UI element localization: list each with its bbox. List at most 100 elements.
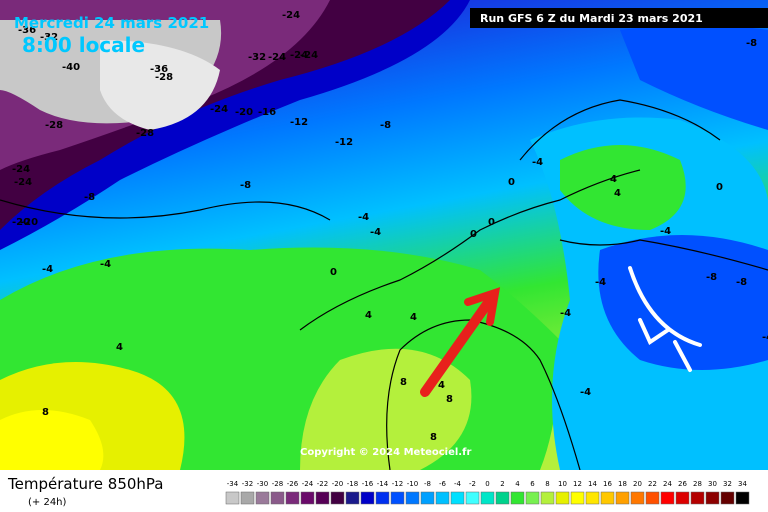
- contour-label: -24: [12, 164, 30, 175]
- contour-label: 4: [610, 174, 617, 185]
- legend-swatch: [555, 491, 570, 505]
- contour-label: 0: [470, 229, 477, 240]
- legend-swatch: [345, 491, 360, 505]
- legend-label: 4: [515, 480, 520, 488]
- legend-swatch: [480, 491, 495, 505]
- contour-label: -24: [282, 10, 300, 21]
- contour-label: -36: [18, 25, 36, 36]
- legend-label: 28: [693, 480, 702, 488]
- contour-label: -24: [290, 50, 308, 61]
- contour-label: -28: [136, 128, 154, 139]
- contour-label: -8: [746, 38, 757, 49]
- contour-label: -40: [62, 62, 80, 73]
- legend-label: 14: [588, 480, 597, 488]
- copyright: Copyright © 2024 Meteociel.fr: [300, 447, 471, 458]
- contour-label: -28: [155, 72, 173, 83]
- legend-label: -14: [377, 480, 389, 488]
- legend-swatch: [690, 491, 705, 505]
- contour-label: -4: [580, 387, 591, 398]
- run-banner: [470, 8, 768, 28]
- legend-label: 18: [618, 480, 627, 488]
- legend-swatch: [375, 491, 390, 505]
- map-field: [0, 0, 768, 470]
- legend-swatch: [255, 491, 270, 505]
- contour-label: -16: [258, 107, 276, 118]
- legend-swatch: [465, 491, 480, 505]
- contour-label: -8: [84, 192, 95, 203]
- contour-label: 0: [508, 177, 515, 188]
- legend-label: -10: [407, 480, 418, 488]
- footer-title: Température 850hPa: [7, 475, 164, 493]
- legend-swatch: [435, 491, 450, 505]
- contour-label: -32: [40, 32, 58, 43]
- legend-label: 32: [723, 480, 732, 488]
- legend-label: -8: [424, 480, 431, 488]
- contour-label: 4: [614, 188, 621, 199]
- legend-label: 2: [500, 480, 504, 488]
- contour-label: -8: [240, 180, 251, 191]
- legend-label: 24: [663, 480, 672, 488]
- local-time: 8:00 locale: [22, 33, 145, 57]
- contour-label: -24: [268, 52, 286, 63]
- contour-label: -12: [290, 117, 308, 128]
- legend-swatch: [510, 491, 525, 505]
- legend-label: 10: [558, 480, 567, 488]
- contour-label: -24: [14, 177, 32, 188]
- contour-label: -8: [736, 277, 747, 288]
- contour-label: -4: [358, 212, 369, 223]
- legend-swatch: [570, 491, 585, 505]
- legend-swatch: [585, 491, 600, 505]
- legend-label: 20: [633, 480, 642, 488]
- legend-label: 12: [573, 480, 582, 488]
- legend-label: 30: [708, 480, 717, 488]
- contour-label: 8: [446, 394, 453, 405]
- legend-label: -32: [242, 480, 253, 488]
- legend-label: 34: [738, 480, 747, 488]
- legend-swatch: [405, 491, 420, 505]
- legend-label: -2: [469, 480, 476, 488]
- legend-swatch: [615, 491, 630, 505]
- legend-label: -6: [439, 480, 447, 488]
- legend-label: 26: [678, 480, 687, 488]
- legend-label: 6: [530, 480, 535, 488]
- contour-label: 0: [716, 182, 723, 193]
- contour-label: -8: [380, 120, 391, 131]
- contour-label: 8: [430, 432, 437, 443]
- contour-label: -20: [20, 217, 38, 228]
- legend-label: -16: [362, 480, 374, 488]
- contour-label: -8: [706, 272, 717, 283]
- legend-label: 8: [545, 480, 549, 488]
- contour-label: -4: [660, 226, 671, 237]
- contour-label: 4: [116, 342, 123, 353]
- legend-swatch: [420, 491, 435, 505]
- legend-swatch: [270, 491, 285, 505]
- legend-swatch: [360, 491, 375, 505]
- legend-label: -18: [347, 480, 358, 488]
- contour-label: 4: [410, 312, 417, 323]
- legend-swatch: [630, 491, 645, 505]
- contour-label: 8: [42, 407, 49, 418]
- contour-label: 4: [438, 380, 445, 391]
- annotations: [420, 266, 702, 397]
- legend-swatch: [675, 491, 690, 505]
- legend-label: -12: [392, 480, 403, 488]
- legend-swatch: [495, 491, 510, 505]
- legend-swatch: [540, 491, 555, 505]
- legend-swatch: [330, 491, 345, 505]
- contour-label: -4: [100, 259, 111, 270]
- legend-label: -28: [272, 480, 283, 488]
- legend-label: -24: [302, 480, 314, 488]
- legend-swatch: [240, 491, 255, 505]
- contour-label: -12: [335, 137, 353, 148]
- legend-swatch: [735, 491, 750, 505]
- contour-label: -28: [45, 120, 63, 131]
- contour-label: -32: [248, 52, 266, 63]
- contour-label: 0: [330, 267, 337, 278]
- legend-label: -26: [287, 480, 299, 488]
- contour-label: -24: [300, 50, 318, 61]
- contour-label: -4: [42, 264, 53, 275]
- contour-label: -4: [560, 308, 571, 319]
- legend-label: 16: [603, 480, 612, 488]
- contour-label: -20: [235, 107, 253, 118]
